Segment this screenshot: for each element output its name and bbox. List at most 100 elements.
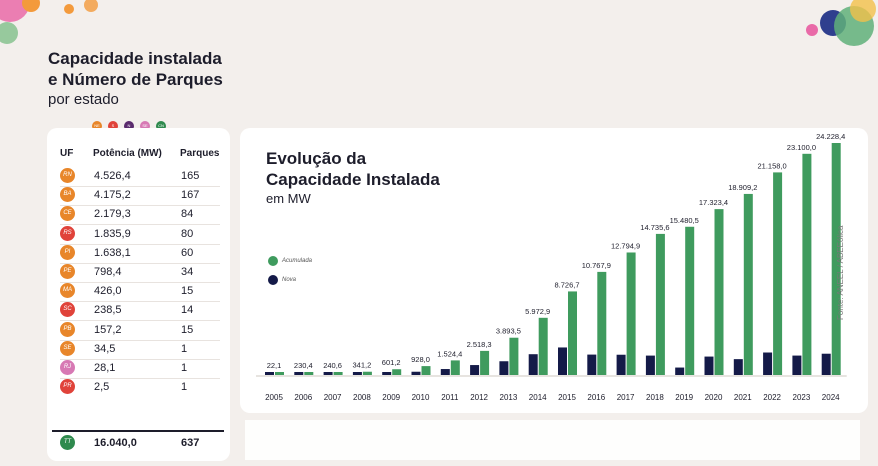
data-label: 2.518,3 — [467, 340, 492, 349]
bar-acumulada — [275, 372, 284, 375]
decor-bubble — [850, 0, 876, 22]
row-divider — [60, 186, 220, 187]
potencia-value: 238,5 — [94, 304, 122, 317]
legend-swatch-nova — [268, 275, 278, 285]
title-line1: Capacidade instalada — [48, 49, 222, 68]
row-divider — [60, 224, 220, 226]
bar-nova — [675, 367, 685, 375]
bar-nova — [763, 352, 773, 375]
row-divider — [60, 320, 220, 322]
bar-acumulada — [304, 372, 314, 375]
bar-acumulada — [538, 317, 548, 375]
x-tick-label: 2010 — [412, 393, 430, 402]
data-label: 18.909,2 — [728, 183, 757, 192]
subtitle: por estado — [48, 91, 119, 108]
uf-badge: PB — [60, 321, 75, 337]
bar-acumulada — [597, 271, 607, 375]
potencia-value: 4.175,2 — [94, 189, 131, 202]
bottom-band — [245, 420, 860, 460]
region-dot-ne: NE — [92, 121, 102, 131]
bar-nova — [470, 365, 480, 375]
table-header-uf: UF — [60, 148, 74, 159]
bar-nova — [499, 361, 509, 375]
decor-bubble — [22, 0, 40, 12]
bar-acumulada — [626, 252, 636, 375]
parques-value: 14 — [181, 304, 194, 317]
row-divider — [60, 358, 220, 360]
chart-title-unit: em MW — [266, 191, 311, 206]
row-divider — [60, 378, 220, 379]
bar-nova — [704, 356, 714, 375]
bar-acumulada — [568, 291, 577, 375]
x-tick-label: 2012 — [470, 393, 488, 402]
bar-nova — [265, 372, 274, 375]
uf-badge: RS — [60, 225, 75, 241]
x-tick-label: 2021 — [734, 393, 752, 402]
decor-bubble — [64, 4, 74, 14]
parques-value: 15 — [181, 285, 194, 298]
potencia-value: 4.526,4 — [94, 170, 131, 182]
legend-swatch-acumulada — [268, 256, 278, 266]
legend-acumulada: Acumulada — [268, 256, 312, 266]
row-divider — [60, 282, 220, 283]
data-label: 1.524,4 — [437, 349, 462, 358]
bar-nova — [733, 359, 743, 375]
total-parques: 637 — [181, 437, 200, 449]
data-label: 3.893,5 — [496, 327, 521, 336]
title-line2: e Número de Parques — [48, 70, 223, 89]
x-tick-label: 2023 — [793, 393, 811, 402]
state-table-card — [47, 128, 230, 461]
bar-acumulada — [655, 233, 665, 375]
x-tick-label: 2019 — [675, 393, 693, 402]
uf-badge: CE — [60, 206, 75, 222]
data-label: 230,4 — [294, 361, 313, 370]
data-label: 341,2 — [353, 361, 372, 370]
data-label: 17.323,4 — [699, 198, 728, 207]
uf-badge: MA — [60, 283, 75, 299]
x-tick-label: 2014 — [529, 393, 547, 402]
x-tick-label: 2013 — [500, 393, 518, 402]
data-label: 601,2 — [382, 358, 401, 367]
bar-nova — [616, 354, 626, 375]
potencia-value: 2,5 — [94, 381, 110, 394]
legend-label-nova: Nova — [282, 277, 297, 283]
bar-nova — [352, 372, 362, 375]
parques-value: 1 — [181, 362, 188, 374]
bar-nova — [323, 372, 333, 375]
uf-badge: RJ — [60, 360, 75, 375]
x-tick-label: 2005 — [265, 393, 283, 402]
row-divider — [60, 339, 220, 341]
potencia-value: 1.835,9 — [94, 227, 131, 240]
data-label: 240,6 — [323, 361, 342, 370]
parques-value: 80 — [181, 227, 194, 240]
region-legend: NE S N SE CN — [92, 121, 166, 131]
legend-label-acumulada: Acumulada — [282, 258, 313, 264]
potencia-value: 798,4 — [94, 266, 122, 278]
parques-value: 167 — [181, 189, 200, 202]
page-title: Capacidade instalada e Número de Parques… — [48, 48, 223, 109]
x-tick-label: 2020 — [705, 393, 723, 402]
region-dot-cn: CN — [156, 121, 166, 131]
potencia-value: 2.179,3 — [94, 208, 131, 221]
parques-value: 165 — [181, 170, 200, 182]
data-label: 15.480,5 — [670, 216, 699, 225]
table-header-potencia: Potência (MW) — [93, 148, 162, 159]
parques-value: 60 — [181, 246, 194, 259]
total-potencia: 16.040,0 — [94, 437, 137, 449]
potencia-value: 157,2 — [94, 323, 122, 336]
bar-nova — [382, 372, 392, 375]
parques-value: 15 — [181, 323, 194, 336]
x-tick-label: 2022 — [763, 393, 781, 402]
bar-acumulada — [743, 193, 753, 375]
bar-nova — [294, 372, 304, 375]
potencia-value: 28,1 — [94, 362, 116, 374]
data-label: 14.735,6 — [640, 223, 669, 232]
data-label: 21.158,0 — [757, 161, 786, 170]
uf-badge: RN — [60, 168, 75, 183]
uf-badge: SE — [60, 340, 75, 356]
row-divider — [60, 243, 220, 245]
x-tick-label: 2011 — [441, 393, 459, 402]
data-label: 8.726,7 — [554, 280, 579, 289]
row-divider — [60, 205, 220, 207]
x-tick-label: 2009 — [382, 393, 400, 402]
